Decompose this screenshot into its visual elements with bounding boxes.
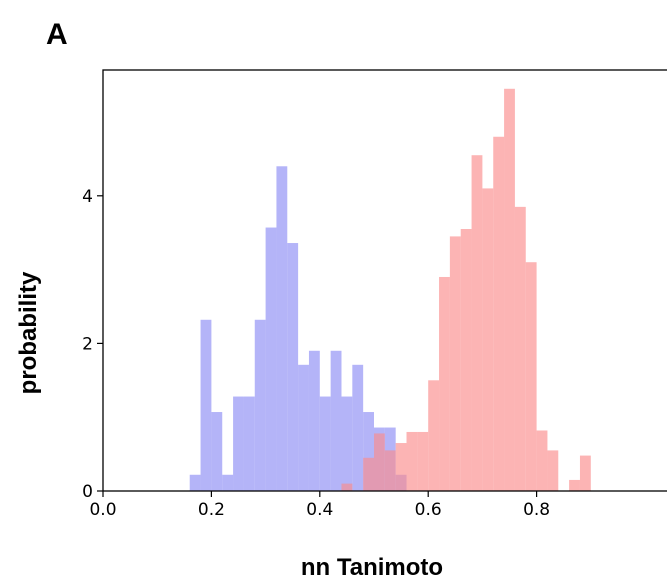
y-axis-label: probability bbox=[15, 271, 42, 394]
histogram-bar-series2-7 bbox=[428, 380, 440, 491]
histogram-bar-series1-13 bbox=[330, 350, 342, 491]
histogram-bar-series2-8 bbox=[439, 276, 450, 491]
y-axis-ticks: 0 2 4 bbox=[82, 187, 103, 502]
histogram-bar-series1-7 bbox=[265, 227, 277, 491]
histogram-bar-series2-14 bbox=[504, 88, 515, 491]
histogram-bar-series2-9 bbox=[449, 236, 461, 491]
histogram-bar-series2-6 bbox=[417, 431, 429, 491]
histogram-bar-series2-3 bbox=[384, 450, 396, 491]
histogram-bar-series1-11 bbox=[308, 350, 320, 491]
x-tick-label-1: 0.2 bbox=[198, 500, 225, 520]
x-tick-label-0: 0.0 bbox=[89, 500, 116, 520]
y-tick-label-2: 4 bbox=[82, 187, 93, 207]
plot-frame bbox=[102, 69, 667, 492]
histogram-bar-series1-0 bbox=[189, 474, 201, 491]
histogram-bar-series1-12 bbox=[319, 396, 331, 491]
histogram-bar-series2-13 bbox=[493, 136, 505, 491]
histogram-bar-series1-16 bbox=[363, 412, 374, 491]
histogram-bar-series1-8 bbox=[276, 166, 288, 491]
histogram-bar-series2-15 bbox=[514, 206, 526, 491]
histogram-bar-series2-19 bbox=[569, 479, 580, 491]
histogram-bar-series1-6 bbox=[254, 319, 266, 491]
histogram-bar-series2-5 bbox=[406, 431, 418, 491]
histogram-bar-series2-2 bbox=[374, 433, 385, 491]
histogram-bar-series1-10 bbox=[298, 364, 309, 491]
y-tick-label-0: 0 bbox=[82, 482, 93, 502]
histogram-bar-series2-10 bbox=[460, 229, 472, 491]
x-tick-label-3: 0.6 bbox=[415, 500, 442, 520]
x-axis-label: nn Tanimoto bbox=[301, 554, 443, 581]
histogram-bar-series2-17 bbox=[536, 430, 548, 491]
histogram-bar-series2-11 bbox=[471, 155, 483, 491]
histogram-bar-series1-1 bbox=[200, 319, 212, 491]
histogram-bar-series1-9 bbox=[287, 243, 299, 491]
x-tick-label-4: 0.8 bbox=[523, 500, 550, 520]
y-tick-label-1: 2 bbox=[82, 334, 93, 354]
histogram-bar-series2-18 bbox=[547, 450, 559, 491]
histogram-bar-series2-12 bbox=[482, 188, 494, 492]
histogram-bar-series1-2 bbox=[211, 412, 223, 491]
histogram-bars bbox=[189, 88, 591, 492]
histogram-bar-series2-20 bbox=[579, 455, 591, 491]
panel-label: A bbox=[46, 18, 68, 51]
histogram-bar-series2-0 bbox=[341, 483, 353, 491]
histogram-bar-series1-3 bbox=[222, 474, 234, 491]
x-tick-label-2: 0.4 bbox=[306, 500, 333, 520]
x-axis-ticks: 0.0 0.2 0.4 0.6 0.8 bbox=[89, 491, 550, 520]
histogram-bar-series1-5 bbox=[243, 396, 255, 491]
histogram-bar-series2-4 bbox=[395, 443, 407, 491]
histogram-bar-series2-1 bbox=[363, 457, 374, 491]
histogram-bar-series2-16 bbox=[525, 262, 537, 491]
histogram-bar-series1-14 bbox=[341, 396, 353, 491]
histogram-bar-series1-4 bbox=[233, 396, 244, 491]
histogram-bar-series1-15 bbox=[352, 364, 364, 491]
